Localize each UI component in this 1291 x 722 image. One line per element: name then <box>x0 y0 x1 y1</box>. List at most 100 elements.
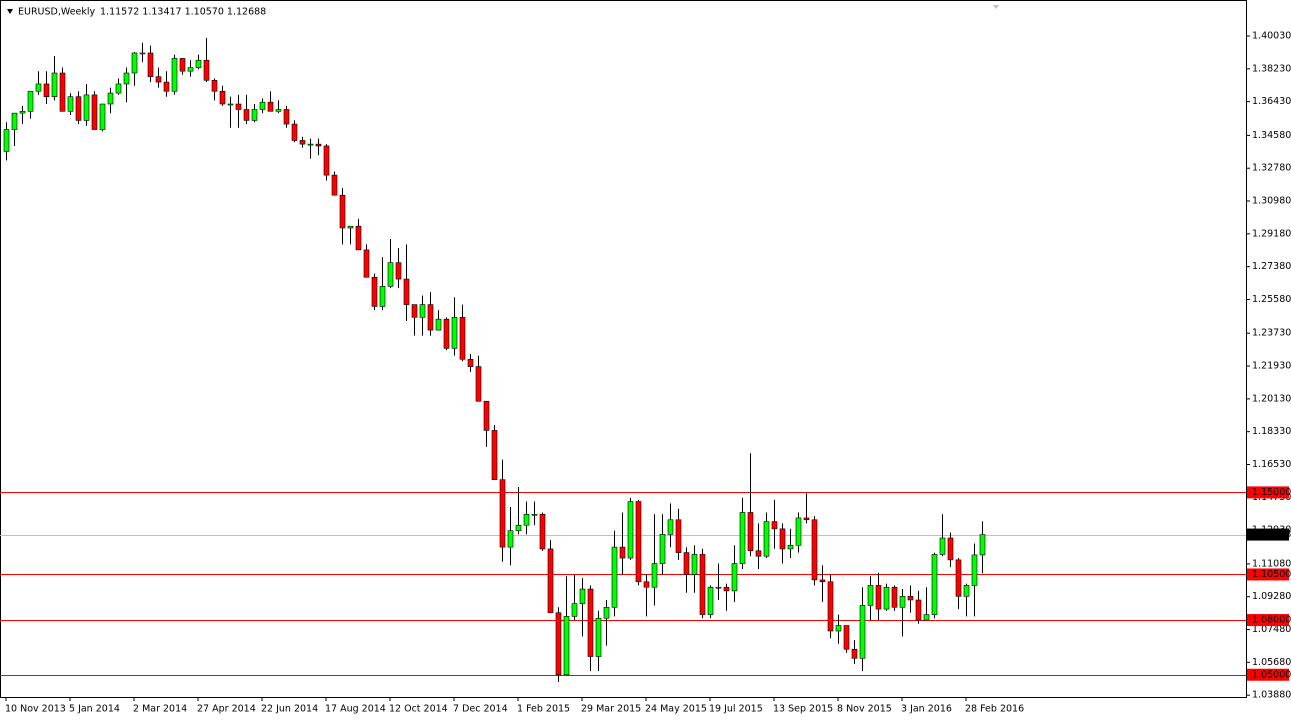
candle-body <box>123 72 130 85</box>
x-tick-label: 24 May 2015 <box>645 704 707 715</box>
candle-body <box>355 225 362 251</box>
candle-body <box>651 563 658 588</box>
candle-body <box>251 109 258 121</box>
candle-body <box>307 143 314 146</box>
candle-body <box>907 596 914 601</box>
candle-body <box>819 579 826 583</box>
candle-body <box>811 519 818 581</box>
ohlc-info: 1.11572 1.13417 1.10570 1.12688 <box>100 7 266 18</box>
candle-body <box>443 318 450 349</box>
candle-body <box>835 625 842 632</box>
candle-body <box>11 112 18 130</box>
candle-body <box>683 552 690 575</box>
candle-body <box>763 521 770 557</box>
candle-body <box>459 317 466 360</box>
x-tick-label: 28 Feb 2016 <box>965 704 1024 715</box>
y-tick-label: 1.21930 <box>1252 361 1291 372</box>
candle-body <box>803 517 810 521</box>
candle-body <box>771 521 778 530</box>
candle-body <box>691 554 698 575</box>
candle-body <box>211 80 218 92</box>
candle-body <box>187 67 194 72</box>
candle-body <box>515 524 522 532</box>
candle-body <box>35 83 42 92</box>
candle-body <box>371 276 378 307</box>
candle-body <box>643 581 650 588</box>
x-tick-label: 22 Jun 2014 <box>261 704 318 715</box>
candle-body <box>571 603 578 617</box>
candle-body <box>923 614 930 621</box>
candle-body <box>283 109 290 125</box>
candle-body <box>635 501 642 583</box>
level-label: 1.05000 <box>1252 669 1291 680</box>
candle-body <box>203 59 210 81</box>
candle-body <box>91 94 98 130</box>
candle-body <box>611 546 618 608</box>
candle-body <box>275 109 282 112</box>
candle-body <box>779 528 786 550</box>
candle-body <box>427 304 434 331</box>
x-tick-label: 2 Mar 2014 <box>133 704 187 715</box>
candle-body <box>507 530 514 548</box>
candle-body <box>667 519 674 535</box>
x-tick-label: 29 Mar 2015 <box>581 704 641 715</box>
menu-arrow[interactable] <box>7 9 13 14</box>
x-tick-label: 7 Dec 2014 <box>453 704 508 715</box>
candle-body <box>403 278 410 305</box>
candle-body <box>259 101 266 110</box>
candle-body <box>59 72 66 112</box>
candle-body <box>467 358 474 367</box>
y-tick-label: 1.27380 <box>1252 261 1291 272</box>
candle-body <box>379 286 386 307</box>
y-tick-label: 1.29180 <box>1252 228 1291 239</box>
candle-body <box>115 83 122 94</box>
candle-body <box>883 586 890 610</box>
candle-body <box>163 81 170 92</box>
candle-body <box>715 586 722 589</box>
candle-body <box>787 544 794 550</box>
candle-body <box>867 585 874 606</box>
candle-body <box>587 588 594 657</box>
y-tick-label: 1.23730 <box>1252 328 1291 339</box>
candle-body <box>387 262 394 287</box>
candle-body <box>243 109 250 121</box>
candle-body <box>483 400 490 431</box>
level-label-bg <box>1247 568 1289 581</box>
candle-body <box>539 513 546 550</box>
candle-body <box>555 612 562 676</box>
x-tick-label: 3 Jan 2016 <box>901 704 952 715</box>
candle-body <box>931 554 938 615</box>
candle-body <box>419 304 426 318</box>
y-tick-label: 1.18330 <box>1252 426 1291 437</box>
candle-body <box>619 546 626 559</box>
candle-body <box>603 606 610 619</box>
last-price-label: 1.12688 <box>1252 529 1291 540</box>
candle-body <box>451 317 458 349</box>
candle-body <box>395 262 402 280</box>
y-tick-label: 1.20130 <box>1252 393 1291 404</box>
candle-body <box>659 534 666 564</box>
shift-marker <box>993 5 999 9</box>
candle-body <box>339 194 346 229</box>
candle-body <box>299 140 306 145</box>
candle-body <box>475 366 482 402</box>
candle-body <box>971 554 978 586</box>
y-tick-label: 1.32780 <box>1252 163 1291 174</box>
candle-body <box>27 90 34 112</box>
y-tick-label: 1.03880 <box>1252 690 1291 701</box>
candle-body <box>947 537 954 561</box>
chart-title: EURUSD,Weekly <box>18 7 96 18</box>
candle-body <box>195 59 202 68</box>
candle-body <box>435 318 442 331</box>
last-price-label-bg <box>1247 528 1289 541</box>
candle-body <box>939 537 946 555</box>
candle-body <box>891 586 898 608</box>
plot-frame <box>0 0 1247 698</box>
x-tick-label: 8 Nov 2015 <box>837 704 892 715</box>
candle-body <box>83 94 90 121</box>
candle-body <box>131 52 138 74</box>
candle-body <box>755 550 762 557</box>
x-tick-label: 17 Aug 2014 <box>325 704 386 715</box>
y-tick-label: 1.09280 <box>1252 591 1291 602</box>
